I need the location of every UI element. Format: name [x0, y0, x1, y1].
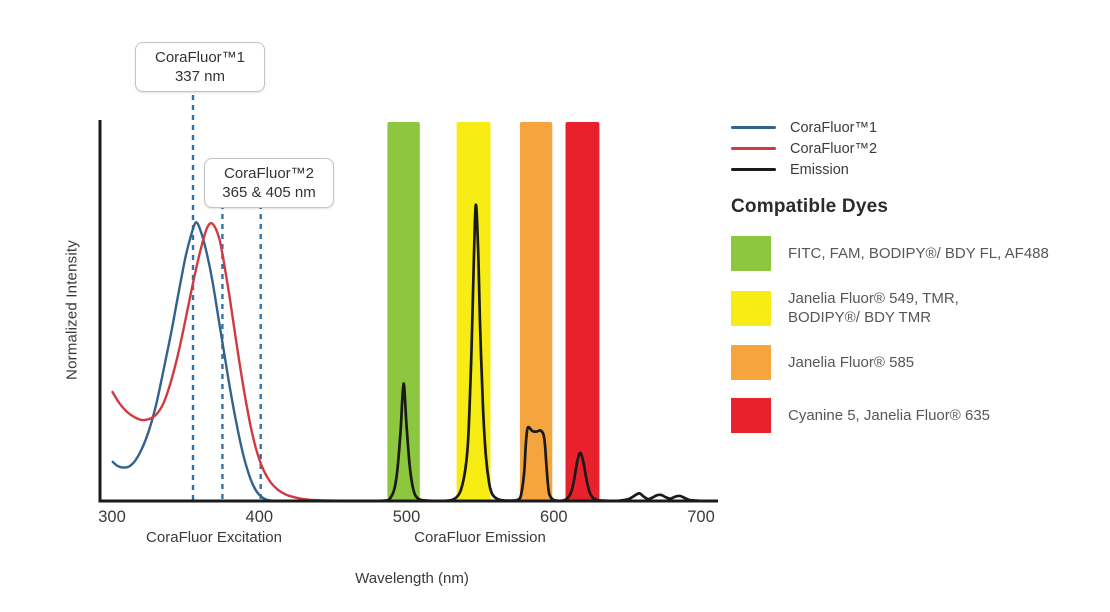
callout-corafluor1-title: CoraFluor™1 [154, 49, 246, 66]
callout-corafluor1: CoraFluor™1 337 nm [135, 42, 265, 92]
compatible-dyes-list: FITC, FAM, BODIPY®/ BDY FL, AF488 Janelia… [731, 236, 1049, 451]
dye-item-2: Janelia Fluor® 585 [731, 345, 1049, 380]
x-tick-label: 600 [540, 508, 568, 526]
callout-corafluor2: CoraFluor™2 365 & 405 nm [204, 158, 334, 208]
dye-item-label: FITC, FAM, BODIPY®/ BDY FL, AF488 [788, 245, 1049, 262]
legend-line-swatch [731, 168, 776, 171]
x-section-label-excitation: CoraFluor Excitation [146, 529, 282, 546]
compatible-dyes-heading: Compatible Dyes [731, 196, 889, 217]
legend: CoraFluor™1 CoraFluor™2 Emission [731, 117, 877, 180]
band-red [565, 122, 600, 501]
dye-item-label: Cyanine 5, Janelia Fluor® 635 [788, 407, 991, 424]
x-tick-label: 700 [687, 508, 715, 526]
dye-color-swatch [731, 398, 771, 433]
legend-item-label: Emission [790, 161, 849, 178]
x-tick-label: 500 [393, 508, 421, 526]
x-axis-label: Wavelength (nm) [355, 570, 469, 587]
band-orange [519, 122, 553, 501]
dye-item-label: Janelia Fluor® 585 [788, 354, 915, 371]
dye-color-swatch [731, 345, 771, 380]
dye-item-3: Cyanine 5, Janelia Fluor® 635 [731, 398, 1049, 433]
legend-item-label: CoraFluor™2 [790, 140, 878, 157]
legend-item-1: CoraFluor™2 [731, 138, 877, 159]
dye-color-swatch [731, 236, 771, 271]
legend-item-0: CoraFluor™1 [731, 117, 877, 138]
callout-corafluor2-title: CoraFluor™2 [223, 165, 315, 182]
legend-item-2: Emission [731, 159, 877, 180]
dye-color-swatch [731, 290, 771, 326]
band-green [387, 122, 420, 501]
x-tick-label: 300 [98, 508, 126, 526]
legend-item-label: CoraFluor™1 [790, 119, 878, 136]
callout-corafluor1-wavelength: 337 nm [174, 68, 226, 85]
legend-line-swatch [731, 147, 776, 150]
callout-corafluor2-wavelength: 365 & 405 nm [222, 184, 316, 201]
dye-item-1: Janelia Fluor® 549, TMR, BODIPY®/ BDY TMR [731, 289, 1049, 327]
legend-line-swatch [731, 126, 776, 129]
dye-item-0: FITC, FAM, BODIPY®/ BDY FL, AF488 [731, 236, 1049, 271]
series-curve-1 [110, 221, 351, 503]
y-axis-label: Normalized Intensity [63, 240, 81, 380]
x-tick-label: 400 [246, 508, 274, 526]
x-section-label-emission: CoraFluor Emission [414, 529, 546, 546]
series-curve-0 [111, 221, 280, 503]
dye-item-label: Janelia Fluor® 549, TMR, BODIPY®/ BDY TMR [788, 290, 959, 326]
